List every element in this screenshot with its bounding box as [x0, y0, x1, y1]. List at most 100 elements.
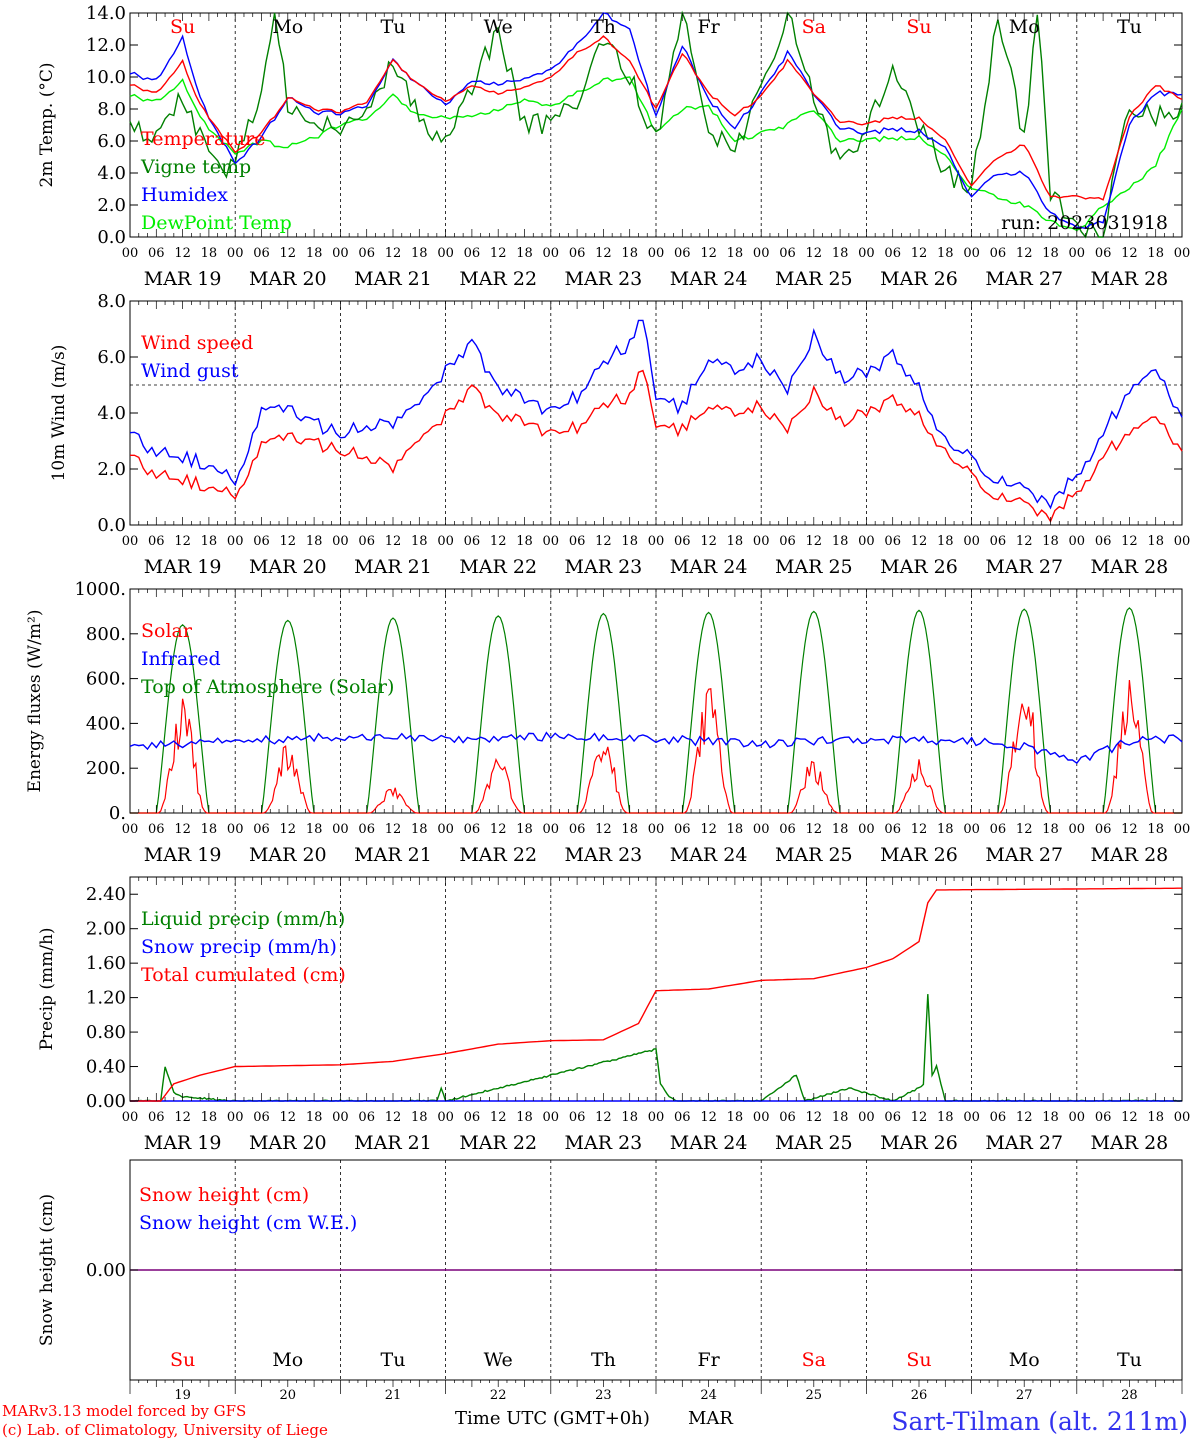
- hour-label: 12: [280, 1110, 297, 1125]
- date-label: MAR 23: [565, 1132, 643, 1154]
- hour-label: 06: [990, 1110, 1007, 1125]
- hour-label: 18: [1147, 1110, 1164, 1125]
- series-temperature: [129, 35, 1183, 201]
- hour-label: 00: [858, 1110, 875, 1125]
- hour-label: 18: [937, 534, 954, 549]
- hour-label: 00: [753, 1110, 770, 1125]
- station-name: Sart-Tilman (alt. 211m): [891, 1407, 1188, 1436]
- y-tick-label: 10.0: [86, 67, 126, 88]
- y-tick-label: 800.: [86, 624, 126, 645]
- hour-label: 00: [332, 822, 349, 837]
- day-number: 22: [490, 1388, 507, 1403]
- hour-label: 00: [858, 534, 875, 549]
- hour-label: 12: [1016, 534, 1033, 549]
- series-wind-speed: [130, 369, 1183, 523]
- hour-label: 18: [727, 822, 744, 837]
- date-label: MAR 28: [1091, 844, 1169, 866]
- date-label: MAR 20: [249, 844, 327, 866]
- day-name: Tu: [381, 1349, 406, 1371]
- hour-label: 12: [490, 822, 507, 837]
- hour-label: 18: [1147, 246, 1164, 261]
- hour-label: 06: [884, 246, 901, 261]
- snow-panel: 0.00 Snow height (cm) Snow height (cm) S…: [37, 1159, 1183, 1381]
- y-tick-label: 400.: [86, 713, 126, 734]
- temperature-ylabel: 2m Temp. (°C): [37, 62, 57, 187]
- hour-label: 00: [1174, 822, 1191, 837]
- date-label: MAR 27: [985, 844, 1063, 866]
- hour-label: 12: [1016, 1110, 1033, 1125]
- day-name: Su: [906, 16, 931, 38]
- date-label: MAR 28: [1091, 1132, 1169, 1154]
- hour-label: 12: [174, 246, 191, 261]
- hour-label: 12: [806, 534, 823, 549]
- hour-label: 18: [516, 246, 533, 261]
- energy-ylabel: Energy fluxes (W/m²): [25, 610, 45, 793]
- day-number: 19: [174, 1388, 191, 1403]
- hour-label: 18: [621, 1110, 638, 1125]
- legend-vigne-temp: Vigne temp: [140, 156, 251, 178]
- hour-label: 12: [174, 822, 191, 837]
- hour-label: 18: [201, 1110, 218, 1125]
- legend-humidex: Humidex: [141, 184, 228, 206]
- hour-label: 00: [963, 1110, 980, 1125]
- legend-snow-precip: Snow precip (mm/h): [141, 936, 337, 958]
- precip-ylabel: Precip (mm/h): [37, 927, 57, 1050]
- hour-label: 12: [280, 534, 297, 549]
- hour-label: 00: [227, 822, 244, 837]
- hour-label: 18: [832, 1110, 849, 1125]
- y-tick-label: 2.0: [97, 459, 126, 480]
- date-label: MAR 27: [985, 556, 1063, 578]
- date-label: MAR 20: [249, 268, 327, 290]
- y-tick-label: 14.0: [86, 3, 126, 24]
- hour-label: 12: [700, 822, 717, 837]
- hour-label: 00: [1069, 534, 1086, 549]
- hour-label: 06: [674, 1110, 691, 1125]
- hour-label: 00: [437, 246, 454, 261]
- run-label: run: 2023031918: [1001, 212, 1168, 234]
- day-number: 26: [911, 1388, 928, 1403]
- hour-label: 18: [306, 246, 323, 261]
- series-vigne-temp: [129, 10, 1183, 239]
- hour-label: 18: [306, 1110, 323, 1125]
- day-name: We: [484, 1349, 513, 1371]
- day-name: Su: [906, 1349, 931, 1371]
- day-name: Tu: [1117, 16, 1142, 38]
- x-axis-title: Time UTC (GMT+0h): [455, 1408, 650, 1429]
- hour-label: 12: [1121, 534, 1138, 549]
- hour-label: 00: [332, 534, 349, 549]
- hour-label: 06: [569, 534, 586, 549]
- hour-label: 06: [990, 246, 1007, 261]
- y-tick-label: 2.40: [86, 884, 126, 905]
- hour-label: 18: [832, 822, 849, 837]
- hour-label: 18: [727, 1110, 744, 1125]
- y-tick-label: 0.0: [97, 227, 126, 248]
- hour-label: 00: [543, 534, 560, 549]
- y-tick-label: 2.00: [86, 919, 126, 940]
- date-label: MAR 23: [565, 556, 643, 578]
- hour-label: 00: [543, 1110, 560, 1125]
- date-label: MAR 26: [880, 268, 958, 290]
- date-label: MAR 23: [565, 844, 643, 866]
- hour-label: 18: [1042, 246, 1059, 261]
- date-label: MAR 19: [144, 1132, 222, 1154]
- series-total-cumulated-cm-: [130, 887, 1182, 1102]
- precip-panel: 0.00 0.40 0.80 1.20 1.60 2.00 2.40 00 06 12 18 MAR …: [37, 876, 1190, 1154]
- date-label: MAR 22: [459, 1132, 537, 1154]
- hour-label: 06: [884, 822, 901, 837]
- hour-label: 18: [306, 534, 323, 549]
- hour-label: 18: [516, 534, 533, 549]
- hour-label: 06: [148, 534, 165, 549]
- temperature-panel: 0.0 2.0 4.0 6.0 8.0 10.0 12.0 14.0 00 06 12 18 MAR 1…: [37, 3, 1190, 290]
- hour-label: 12: [174, 1110, 191, 1125]
- hour-label: 06: [779, 246, 796, 261]
- hour-label: 18: [201, 246, 218, 261]
- hour-label: 18: [1147, 822, 1164, 837]
- hour-label: 12: [1121, 1110, 1138, 1125]
- legend-solar: Solar: [141, 620, 193, 642]
- y-tick-label: 200.: [86, 758, 126, 779]
- day-name: Sa: [802, 1349, 826, 1371]
- date-label: MAR 27: [985, 268, 1063, 290]
- hour-label: 18: [411, 822, 428, 837]
- y-tick-label: 6.0: [97, 347, 126, 368]
- hour-label: 12: [700, 1110, 717, 1125]
